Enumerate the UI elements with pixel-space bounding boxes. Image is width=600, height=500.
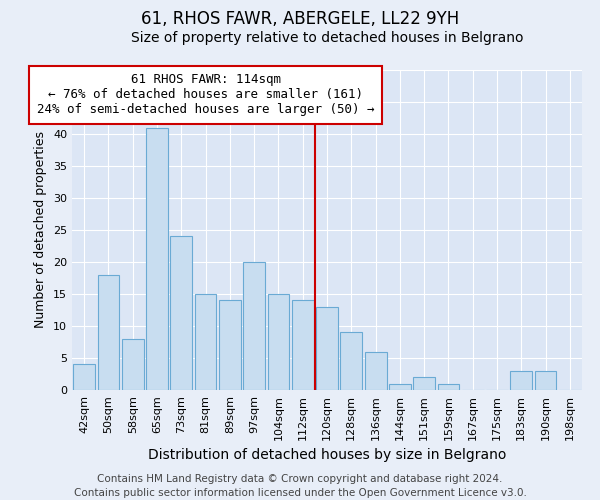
Bar (340, 332, 362, 390)
Bar (97, 275, 119, 390)
Bar (73, 364, 95, 390)
Bar (219, 300, 241, 390)
Bar (413, 377, 435, 390)
Bar (389, 384, 411, 390)
Text: 61, RHOS FAWR, ABERGELE, LL22 9YH: 61, RHOS FAWR, ABERGELE, LL22 9YH (141, 10, 459, 28)
Y-axis label: Number of detached properties: Number of detached properties (34, 132, 47, 328)
Text: Contains HM Land Registry data © Crown copyright and database right 2024.
Contai: Contains HM Land Registry data © Crown c… (74, 474, 526, 498)
Bar (535, 371, 556, 390)
Bar (316, 307, 338, 390)
Bar (268, 294, 289, 390)
Text: 61 RHOS FAWR: 114sqm
← 76% of detached houses are smaller (161)
24% of semi-deta: 61 RHOS FAWR: 114sqm ← 76% of detached h… (37, 73, 374, 116)
Title: Size of property relative to detached houses in Belgrano: Size of property relative to detached ho… (131, 31, 523, 45)
Bar (170, 236, 192, 390)
Bar (243, 262, 265, 390)
Bar (146, 128, 168, 390)
Bar (365, 352, 386, 390)
X-axis label: Distribution of detached houses by size in Belgrano: Distribution of detached houses by size … (148, 448, 506, 462)
Bar (437, 384, 460, 390)
Bar (511, 371, 532, 390)
Bar (122, 339, 143, 390)
Bar (292, 300, 314, 390)
Bar (194, 294, 217, 390)
